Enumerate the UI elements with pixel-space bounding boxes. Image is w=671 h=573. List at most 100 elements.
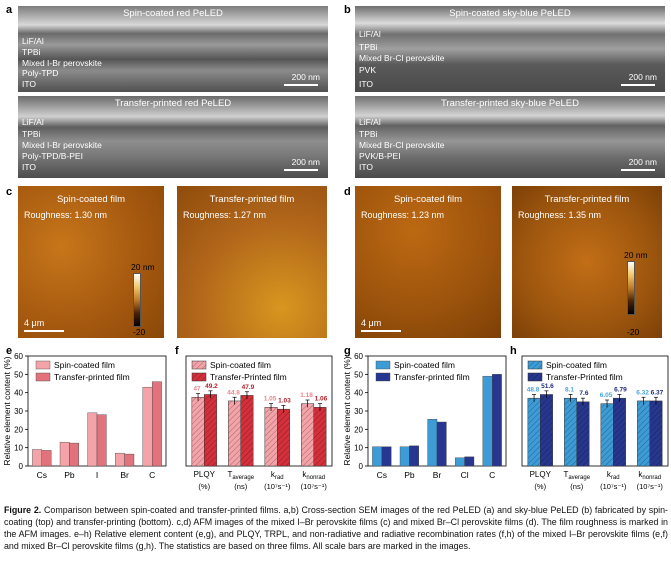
legend-swatch (191, 360, 207, 370)
data-label: 47.9 (242, 384, 255, 391)
panel-label-g: g (344, 345, 351, 357)
x-tick-unit: (10⁷s⁻¹) (264, 482, 291, 491)
height-colorbar (133, 273, 141, 327)
data-label: 47 (193, 386, 201, 393)
bar (600, 403, 614, 467)
bar (613, 397, 626, 467)
x-tick-label: I (96, 470, 98, 480)
sem-title: Transfer-printed red PeLED (114, 98, 232, 109)
legend-swatch (191, 372, 207, 382)
y-tick-label: 20 (354, 425, 363, 434)
x-tick-label: Taverage (563, 470, 590, 481)
bar (381, 446, 392, 467)
x-tick-unit: (10⁷s⁻¹) (637, 482, 664, 491)
x-tick-label: PLQY (194, 470, 216, 479)
plot-frame (185, 355, 333, 467)
legend-label: Transfer-Printed film (210, 372, 287, 382)
bar (41, 450, 52, 467)
legend-label: Spin-coated film (546, 360, 607, 370)
x-tick-label: C (489, 470, 495, 480)
legend-swatch (35, 360, 51, 370)
legend-swatch (527, 372, 543, 382)
scale-bar (621, 169, 655, 171)
data-label: 1.03 (278, 398, 291, 405)
afm-title: Spin-coated film (56, 194, 126, 205)
scale-bar-label: 200 nm (291, 157, 320, 167)
panel-label-c: c (6, 186, 13, 198)
y-tick-label: 60 (14, 352, 23, 361)
x-tick-label: Br (120, 470, 129, 480)
legend-swatch (375, 372, 391, 382)
panel-label-b: b (344, 4, 351, 16)
bar (427, 419, 438, 467)
afm-title: Spin-coated film (393, 194, 463, 205)
bar (649, 400, 663, 467)
y-tick-label: 50 (354, 370, 363, 379)
x-tick-label: PLQY (530, 470, 552, 479)
figure-caption-text: Comparison between spin-coated and trans… (4, 505, 668, 551)
legend-label: Spin-coated film (210, 360, 271, 370)
data-label: 48.8 (527, 387, 540, 394)
sem-layer-label: PVK (359, 65, 377, 75)
bar (151, 381, 162, 467)
sem-layer-label: Mixed I-Br perovskite (22, 140, 102, 150)
bar (464, 456, 475, 467)
figure-caption: Figure 2. Comparison between spin-coated… (4, 504, 668, 552)
panel-label-h: h (510, 345, 517, 357)
scale-bar (284, 169, 318, 171)
y-tick-label: 10 (14, 444, 23, 453)
afm-image-transfer-skyblue: Transfer-printed film Roughness: 1.35 nm (512, 186, 662, 338)
panel-label-a: a (6, 4, 13, 16)
scale-bar-label: 200 nm (628, 72, 657, 82)
sem-image-transfer-red: Transfer-printed red PeLED LiF/Al TPBi M… (18, 96, 328, 178)
x-tick-unit: (%) (198, 482, 210, 491)
sem-title: Transfer-printed sky-blue PeLED (441, 98, 579, 109)
legend-label: Spin-coated film (54, 360, 115, 370)
scale-bar-label: 4 μm (361, 318, 382, 328)
afm-title: Transfer-printed film (209, 194, 295, 205)
data-label: 6.37 (651, 389, 664, 396)
scale-bar-label: 200 nm (628, 157, 657, 167)
y-tick-label: 30 (14, 407, 23, 416)
bar (576, 401, 590, 467)
sem-layer-label: LiF/Al (359, 29, 381, 39)
x-tick-label: krad (607, 470, 620, 481)
sem-layer-label: LiF/Al (22, 117, 44, 127)
bar (59, 441, 70, 467)
bar (399, 446, 410, 467)
afm-image-transfer-red: Transfer-printed film Roughness: 1.27 nm (177, 186, 327, 338)
data-label: 7.6 (579, 390, 588, 397)
y-tick-label: 50 (14, 370, 23, 379)
x-tick-unit: (%) (534, 482, 546, 491)
sem-layer-label: ITO (22, 162, 37, 172)
roughness-label: Roughness: 1.35 nm (518, 210, 602, 220)
chart-h: 48.851.6 PLQY (%) 8.1 7.6 Taverage(ns) 6.056.7… (521, 355, 669, 491)
bar (372, 446, 383, 467)
colorbar-min-label: -20 (133, 327, 146, 337)
data-label: 6.79 (614, 387, 627, 394)
x-tick-unit: (ns) (234, 482, 247, 491)
bar (96, 414, 107, 467)
legend-label: Transfer-Printed film (546, 372, 623, 382)
height-colorbar (627, 261, 635, 315)
legend-swatch (35, 372, 51, 382)
x-tick-label: knonrad (638, 470, 661, 481)
scale-bar (621, 84, 655, 86)
y-tick-label: 30 (354, 407, 363, 416)
x-tick-label: Cl (461, 470, 469, 480)
legend-label: Spin-coated film (394, 360, 455, 370)
sem-layer-label: LiF/Al (359, 117, 381, 127)
scale-bar-label: 4 μm (24, 318, 45, 328)
sem-layer-label: TPBi (22, 47, 41, 57)
colorbar-max-label: 20 nm (624, 250, 648, 260)
afm-title: Transfer-printed film (544, 194, 630, 205)
sem-layer-label: ITO (22, 79, 37, 89)
sem-layer-label: Mixed Br-Cl perovskite (359, 140, 445, 150)
x-tick-label: Cs (37, 470, 47, 480)
scale-bar-label: 200 nm (291, 72, 320, 82)
panel-label-e: e (6, 345, 13, 357)
sem-image-transfer-skyblue: Transfer-printed sky-blue PeLED LiF/Al T… (355, 96, 665, 178)
sem-layer-label: Mixed I-Br perovskite (22, 58, 102, 68)
